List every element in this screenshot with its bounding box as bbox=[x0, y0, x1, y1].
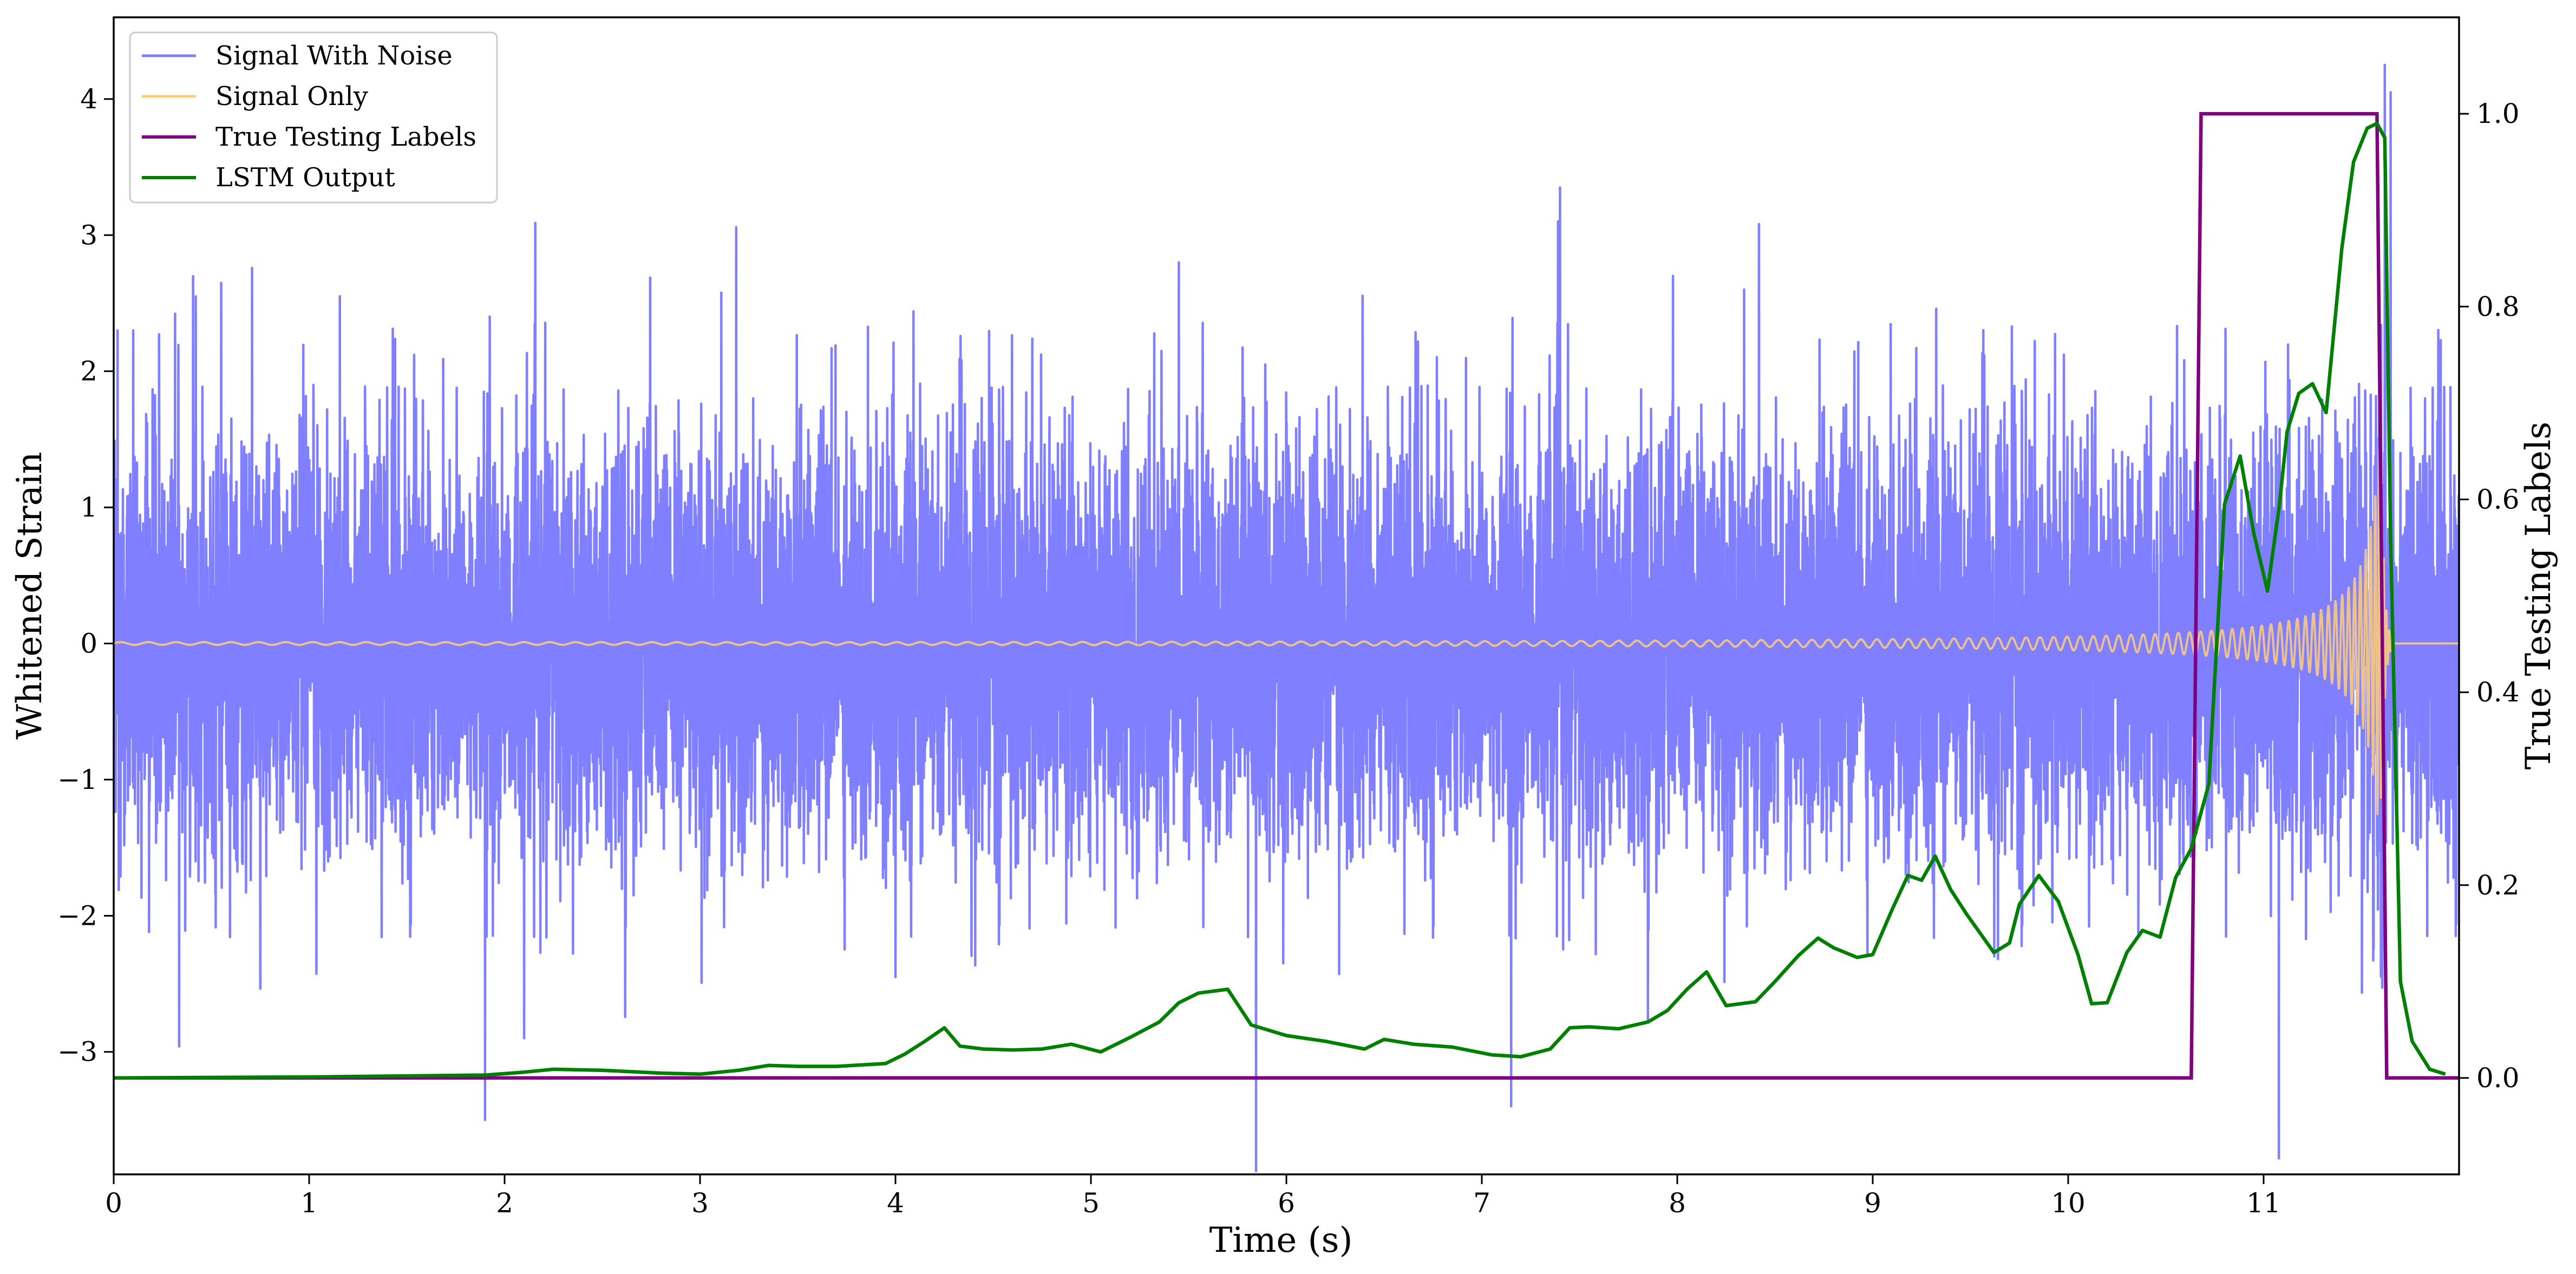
y-axis-label-right: True Testing Labels bbox=[2519, 422, 2559, 770]
y-tick-label: 0 bbox=[80, 628, 97, 659]
true-testing-labels-line bbox=[114, 112, 2459, 1080]
y-tick-label: 2 bbox=[80, 356, 97, 387]
y-tick-label: 3 bbox=[80, 219, 97, 251]
x-tick-label: 1 bbox=[300, 1187, 318, 1219]
legend-label-lstm-output: LSTM Output bbox=[215, 162, 395, 193]
y-right-tick-label: 0.4 bbox=[2476, 677, 2520, 708]
plot-area bbox=[114, 63, 2459, 1173]
y-right-tick-label: 0.2 bbox=[2476, 870, 2520, 901]
y-tick-label: −1 bbox=[57, 764, 97, 795]
legend-label-true-testing-labels: True Testing Labels bbox=[215, 122, 476, 152]
y-tick-label: −2 bbox=[57, 900, 97, 931]
y-tick-label: 4 bbox=[80, 83, 97, 115]
signal-with-noise-line bbox=[114, 63, 2459, 1173]
y-right-tick-label: 1.0 bbox=[2476, 98, 2520, 129]
y-right-tick-label: 0.8 bbox=[2476, 291, 2520, 322]
x-tick-label: 6 bbox=[1278, 1187, 1295, 1219]
x-tick-label: 11 bbox=[2246, 1187, 2281, 1219]
x-tick-label: 8 bbox=[1669, 1187, 1686, 1219]
legend-label-signal-with-noise: Signal With Noise bbox=[215, 41, 453, 71]
signal-only-line bbox=[114, 446, 2459, 815]
y-axis-ticks-right: 0.0 0.2 0.4 0.6 0.8 1.0 bbox=[2459, 98, 2520, 1094]
lstm-output-line bbox=[114, 121, 2446, 1080]
x-tick-label: 3 bbox=[691, 1187, 709, 1219]
x-tick-label: 5 bbox=[1082, 1187, 1100, 1219]
x-tick-label: 7 bbox=[1473, 1187, 1490, 1219]
y-axis-label-left: Whitened Strain bbox=[10, 452, 50, 739]
legend: Signal With Noise Signal Only True Testi… bbox=[129, 31, 498, 204]
x-tick-label: 9 bbox=[1864, 1187, 1881, 1219]
x-tick-label: 2 bbox=[496, 1187, 513, 1219]
legend-box bbox=[129, 31, 498, 204]
y-tick-label: 1 bbox=[80, 492, 97, 523]
x-tick-label: 0 bbox=[105, 1187, 122, 1219]
x-axis-label: Time (s) bbox=[1209, 1220, 1353, 1260]
legend-label-signal-only: Signal Only bbox=[215, 81, 368, 112]
y-right-tick-label: 0.6 bbox=[2476, 484, 2520, 515]
y-axis-ticks-left: −3 −2 −1 0 1 2 3 4 bbox=[57, 83, 114, 1068]
y-tick-label: −3 bbox=[57, 1036, 97, 1068]
x-axis-ticks: 0 1 2 3 4 5 6 7 8 9 10 11 bbox=[105, 1174, 2281, 1219]
x-tick-label: 4 bbox=[887, 1187, 904, 1219]
y-right-tick-label: 0.0 bbox=[2476, 1062, 2520, 1094]
x-tick-label: 10 bbox=[2051, 1187, 2085, 1219]
